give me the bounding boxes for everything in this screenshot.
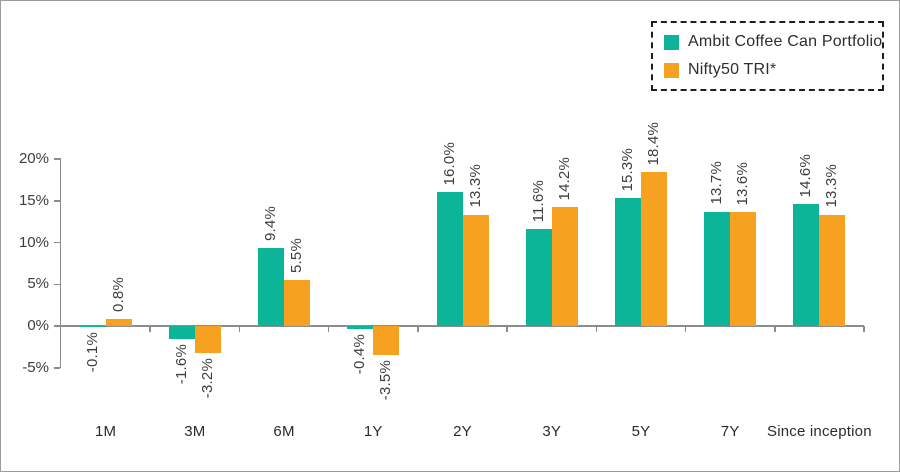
y-axis-line <box>59 158 61 368</box>
bar-ambit-coffee-can-portfolio-since-inception <box>793 204 820 326</box>
bar-nifty50-tri--2y <box>462 214 489 326</box>
y-axis-tick-label: 20% <box>18 150 49 167</box>
category-label-1m: 1M <box>94 423 117 440</box>
category-label-2y: 2Y <box>453 423 472 440</box>
bar-nifty50-tri--since-inception <box>819 214 846 326</box>
x-axis-tick <box>417 326 419 332</box>
bar-ambit-coffee-can-portfolio-1y <box>347 326 374 330</box>
category-label-5y: 5Y <box>631 423 651 440</box>
bar-value-label: 14.2% <box>555 156 573 201</box>
x-axis-tick <box>684 326 687 332</box>
bar-value-label: -0.1% <box>83 332 101 373</box>
category-label-1y: 1Y <box>363 423 383 440</box>
x-axis-tick <box>863 326 865 332</box>
bar-value-label: 5.5% <box>288 238 306 274</box>
x-axis-tick <box>238 326 241 332</box>
category-label-3m: 3M <box>184 423 206 440</box>
x-axis-baseline <box>61 325 864 327</box>
bar-ambit-coffee-can-portfolio-7y <box>704 211 731 326</box>
bar-value-label: 14.6% <box>797 153 815 198</box>
y-axis-tick <box>53 158 60 160</box>
category-label-since-inception: Since inception <box>767 423 872 440</box>
chart-legend: Ambit Coffee Can Portfolio Nifty50 TRI* <box>651 21 884 91</box>
legend-label: Ambit Coffee Can Portfolio <box>688 33 883 50</box>
category-label-3y: 3Y <box>542 423 562 440</box>
x-axis-tick <box>327 326 330 332</box>
bar-value-label: 0.8% <box>109 277 127 313</box>
y-axis-tick-label: -5% <box>22 358 49 376</box>
bar-nifty50-tri--3m <box>194 326 221 353</box>
category-label-6m: 6M <box>273 423 295 440</box>
bar-value-label: 16.0% <box>440 141 458 186</box>
legend-item-ambit: Ambit Coffee Can Portfolio <box>664 33 882 51</box>
bar-ambit-coffee-can-portfolio-1m <box>79 326 106 327</box>
y-axis-tick-label: 0% <box>27 317 49 334</box>
bar-value-label: 15.3% <box>618 147 636 192</box>
y-axis-tick <box>53 200 60 202</box>
y-axis-tick-label: 5% <box>27 275 49 293</box>
bar-value-label: -1.6% <box>172 344 190 385</box>
legend-swatch-orange <box>664 62 679 78</box>
legend-item-nifty: Nifty50 TRI* <box>664 61 882 79</box>
bar-value-label: 13.7% <box>708 161 726 205</box>
bar-nifty50-tri--5y <box>640 172 667 326</box>
bar-ambit-coffee-can-portfolio-6m <box>258 247 285 326</box>
bar-nifty50-tri--1m <box>105 319 132 326</box>
legend-label: Nifty50 TRI* <box>688 61 777 78</box>
bar-value-label: 13.6% <box>734 161 752 206</box>
y-axis-tick-label: 15% <box>18 191 49 209</box>
y-axis-tick-label: 10% <box>18 233 49 251</box>
bar-value-label: 18.4% <box>644 121 662 166</box>
legend-swatch-teal <box>664 34 679 50</box>
bar-value-label: -3.5% <box>377 360 395 401</box>
y-axis-tick <box>53 283 60 285</box>
y-axis-tick <box>53 241 60 244</box>
bar-nifty50-tri--7y <box>730 212 757 326</box>
x-axis-tick <box>506 326 508 332</box>
y-axis-tick <box>53 325 60 327</box>
bar-value-label: 9.4% <box>262 205 280 241</box>
x-axis-tick <box>149 326 151 332</box>
bar-value-label: 13.3% <box>466 164 484 208</box>
bar-value-label: 13.3% <box>823 164 841 208</box>
bar-nifty50-tri--1y <box>373 326 400 356</box>
x-axis-tick <box>774 326 776 332</box>
bar-ambit-coffee-can-portfolio-5y <box>614 198 641 326</box>
y-axis-tick <box>53 367 60 369</box>
bar-ambit-coffee-can-portfolio-3y <box>525 229 552 326</box>
bar-ambit-coffee-can-portfolio-2y <box>436 192 463 326</box>
bar-value-label: -3.2% <box>198 357 216 398</box>
bar-nifty50-tri--3y <box>551 207 578 326</box>
category-label-7y: 7Y <box>720 423 740 440</box>
bar-value-label: 11.6% <box>529 179 547 223</box>
bar-value-label: -0.4% <box>351 334 369 375</box>
bar-nifty50-tri--6m <box>284 280 311 326</box>
x-axis-tick <box>595 326 598 332</box>
bar-ambit-coffee-can-portfolio-3m <box>168 326 195 340</box>
